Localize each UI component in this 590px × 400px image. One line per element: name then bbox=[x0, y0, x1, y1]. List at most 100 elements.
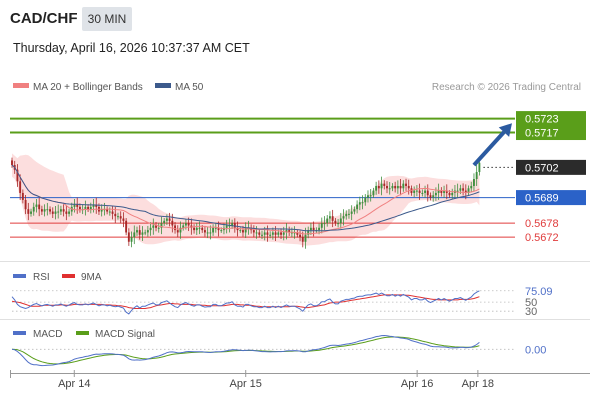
candle-body bbox=[27, 209, 30, 214]
candle-body bbox=[65, 211, 68, 214]
candle-body bbox=[84, 206, 87, 210]
candle-body bbox=[331, 216, 334, 221]
macd-line bbox=[11, 334, 480, 367]
candle-body bbox=[318, 227, 321, 231]
candle-body bbox=[68, 211, 71, 214]
candle-body bbox=[106, 209, 109, 212]
candle-body bbox=[459, 188, 462, 191]
candle-body bbox=[214, 227, 217, 229]
candle-body bbox=[405, 183, 407, 186]
candle-body bbox=[155, 225, 157, 228]
candle-body bbox=[407, 185, 410, 189]
candle-body bbox=[32, 206, 35, 212]
rsi-ma-line bbox=[11, 294, 480, 309]
candle-body bbox=[193, 227, 196, 231]
candle-body bbox=[269, 234, 272, 236]
candle-body bbox=[242, 230, 244, 233]
candle-body bbox=[437, 190, 440, 193]
candle-body bbox=[168, 218, 171, 221]
candle-body bbox=[261, 234, 263, 236]
candle-body bbox=[184, 223, 187, 226]
candle-body bbox=[345, 213, 348, 217]
price-level-label: 0.5723 bbox=[525, 114, 559, 126]
candle-body bbox=[424, 190, 426, 193]
candle-body bbox=[51, 211, 54, 214]
price-level-label: 0.5672 bbox=[525, 232, 559, 244]
candle-body bbox=[244, 227, 247, 233]
candle-body bbox=[187, 223, 190, 226]
price-levels-layer bbox=[10, 117, 515, 238]
candle-body bbox=[266, 232, 269, 235]
candle-body bbox=[174, 225, 176, 231]
candle-body bbox=[103, 209, 106, 211]
candle-body bbox=[263, 232, 266, 235]
candle-body bbox=[391, 185, 394, 189]
candle-body bbox=[59, 209, 62, 212]
candle-body bbox=[203, 230, 206, 233]
candle-body bbox=[462, 188, 465, 191]
candle-body bbox=[206, 232, 209, 234]
candle-body bbox=[108, 211, 111, 213]
candle-body bbox=[73, 204, 76, 207]
x-axis-labels-layer: Apr 14 Apr 15 Apr 16 Apr 18 bbox=[58, 370, 494, 390]
candle-body bbox=[274, 232, 277, 235]
macd-signal-legend-label: MACD Signal bbox=[95, 329, 155, 340]
rsi-ma-legend-swatch bbox=[62, 274, 75, 278]
candle-body bbox=[364, 197, 367, 203]
candle-body bbox=[342, 216, 345, 219]
candle-body bbox=[299, 234, 301, 238]
candle-body bbox=[38, 204, 41, 210]
candle-body bbox=[138, 230, 141, 235]
candle-body bbox=[312, 227, 315, 231]
candle-body bbox=[136, 230, 138, 233]
candle-body bbox=[209, 232, 212, 234]
candle-body bbox=[470, 185, 473, 189]
x-axis-label: Apr 15 bbox=[230, 378, 262, 390]
candle-body bbox=[320, 223, 323, 228]
candle-body bbox=[57, 211, 60, 213]
price-level-label: 0.5689 bbox=[525, 193, 559, 205]
candle-body bbox=[49, 209, 51, 212]
candle-body bbox=[383, 183, 386, 186]
candle-body bbox=[478, 162, 481, 173]
candle-body bbox=[448, 192, 451, 196]
candle-body bbox=[212, 227, 215, 233]
candle-body bbox=[353, 209, 356, 212]
candle-body bbox=[307, 230, 310, 235]
rsi-line bbox=[11, 290, 480, 315]
candle-body bbox=[280, 232, 282, 235]
candle-body bbox=[30, 211, 32, 214]
candle-body bbox=[456, 190, 459, 192]
candle-body bbox=[141, 232, 144, 235]
candle-body bbox=[133, 232, 136, 238]
current-price-tag bbox=[516, 159, 586, 175]
candle-body bbox=[228, 225, 231, 227]
candle-body bbox=[367, 195, 369, 198]
candle-body bbox=[122, 218, 125, 221]
candle-body bbox=[415, 190, 418, 192]
candle-body bbox=[277, 232, 280, 235]
candle-body bbox=[309, 227, 312, 231]
macd-layer: 0.00 bbox=[11, 334, 546, 367]
candle-body bbox=[445, 190, 448, 193]
candle-body bbox=[236, 227, 239, 231]
candle-body bbox=[125, 220, 128, 233]
rsi-legend-label: RSI bbox=[33, 272, 50, 283]
price-level-label: 0.5678 bbox=[525, 218, 559, 230]
candle-body bbox=[358, 202, 361, 205]
candle-body bbox=[201, 227, 204, 231]
candle-body bbox=[304, 234, 307, 242]
candle-body bbox=[220, 230, 223, 232]
candle-body bbox=[233, 223, 236, 228]
candle-body bbox=[119, 216, 122, 219]
bollinger-band bbox=[12, 153, 480, 246]
candle-body bbox=[43, 209, 46, 212]
candle-body bbox=[377, 185, 380, 189]
ma50-line bbox=[11, 164, 480, 232]
candle-body bbox=[361, 202, 364, 204]
x-axis-label: Apr 18 bbox=[462, 378, 494, 390]
timeframe-button[interactable]: 30 MIN bbox=[82, 7, 132, 31]
candle-body bbox=[443, 190, 446, 193]
ma50-legend-label: MA 50 bbox=[175, 82, 204, 93]
